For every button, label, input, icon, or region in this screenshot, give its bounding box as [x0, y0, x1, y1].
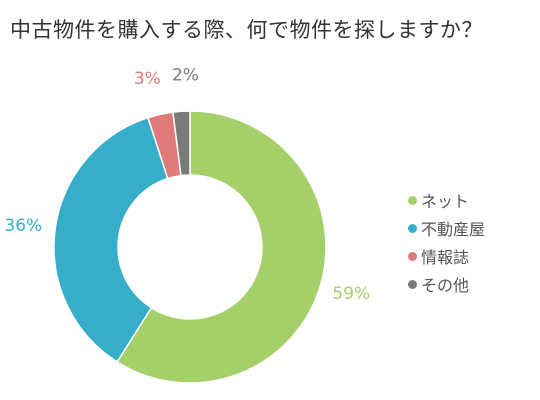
legend-swatch — [408, 223, 417, 233]
legend-label: ネット — [421, 192, 470, 211]
legend-item-magazine: 情報誌 — [408, 242, 485, 270]
data-label-net: 59% — [332, 284, 370, 304]
legend-label: 不動産屋 — [421, 220, 486, 239]
legend-item-realtor: 不動産屋 — [408, 214, 485, 242]
legend-label: その他 — [421, 276, 470, 295]
legend-swatch — [408, 251, 417, 261]
chart-title: 中古物件を購入する際、何で物件を探しますか？ — [10, 18, 483, 42]
legend-item-other: その他 — [408, 270, 485, 298]
legend: ネット 不動産屋 情報誌 その他 — [408, 186, 485, 298]
legend-swatch — [408, 195, 417, 205]
data-label-other: 2% — [172, 65, 199, 85]
legend-item-net: ネット — [408, 186, 485, 214]
data-label-realtor: 36% — [4, 216, 42, 236]
data-label-magazine: 3% — [134, 69, 161, 89]
slice-other — [172, 110, 191, 177]
legend-swatch — [408, 279, 417, 289]
legend-label: 情報誌 — [421, 248, 470, 267]
slice-realtor — [53, 116, 169, 363]
slice-net — [116, 110, 327, 384]
